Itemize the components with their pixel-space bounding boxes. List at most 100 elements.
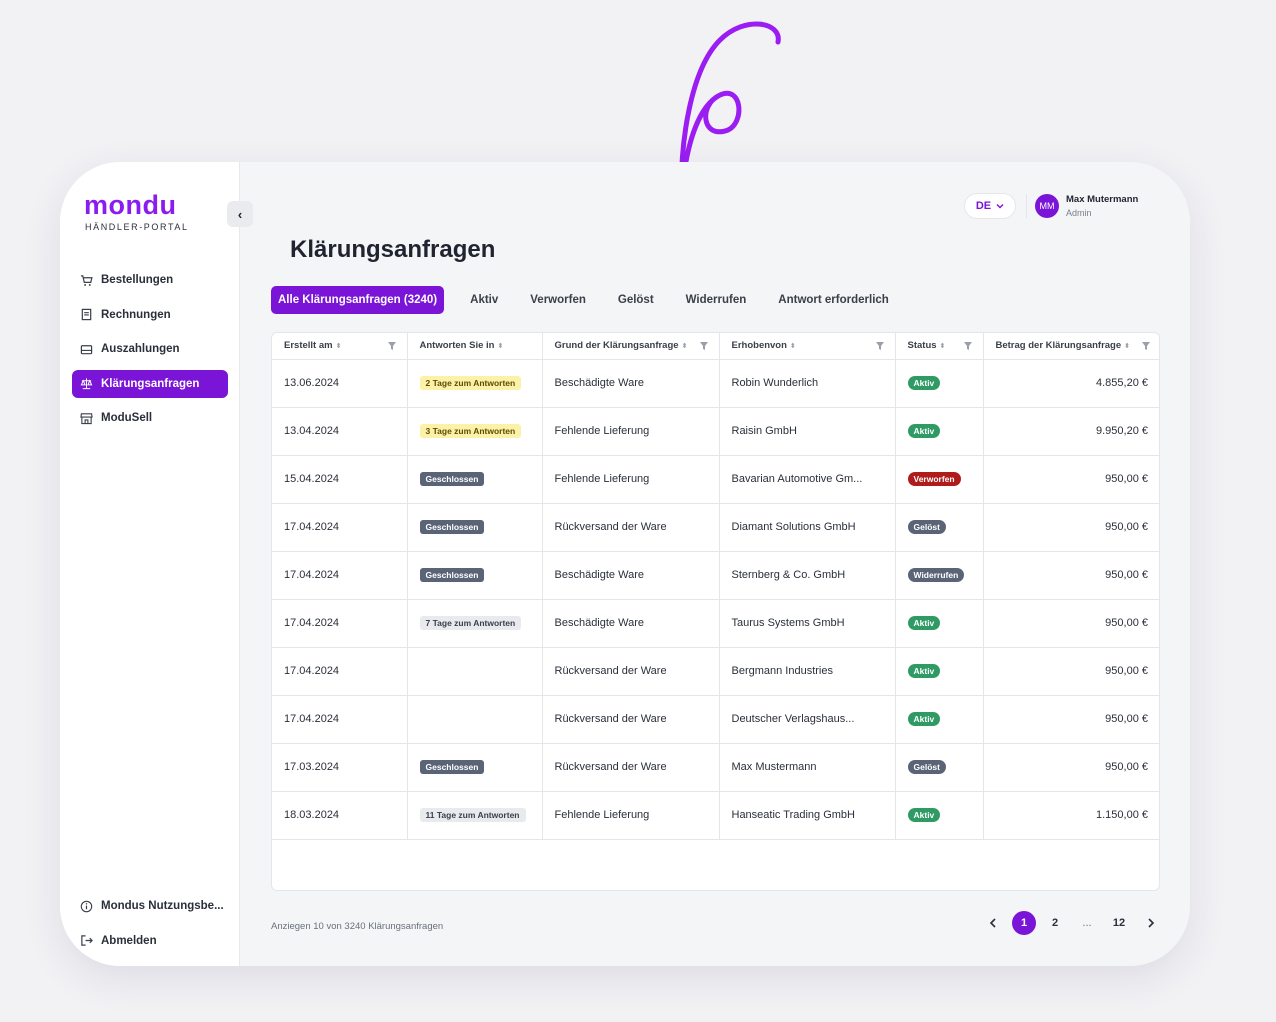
sidebar-item-bestellungen[interactable]: Bestellungen — [72, 266, 228, 294]
sort-icon[interactable]: ⬍ — [681, 343, 688, 351]
claim-reason: Rückversand der Ware — [554, 521, 667, 533]
table-row[interactable]: 15.04.2024 Geschlossen Fehlende Lieferung B… — [272, 455, 1159, 504]
tab-widerrufen[interactable]: Widerrufen — [685, 294, 747, 306]
cell-reason: Beschädigte Ware — [542, 599, 720, 648]
cell-date: 13.06.2024 — [272, 359, 408, 408]
tab-geloest[interactable]: Gelöst — [617, 294, 654, 306]
table-row[interactable]: 18.03.2024 11 Tage zum Antworten Fehlende … — [272, 791, 1159, 840]
cell-date: 15.04.2024 — [272, 455, 408, 504]
cell-by: Taurus Systems GmbH — [719, 599, 896, 648]
tab-verworfen[interactable]: Verworfen — [530, 294, 586, 306]
sort-icon[interactable]: ⬍ — [1124, 343, 1131, 351]
sort-icon[interactable]: ⬍ — [497, 343, 504, 351]
sidebar-item-modusell[interactable]: ModuSell — [72, 404, 228, 432]
sidebar-item-label: Abmelden — [101, 934, 157, 947]
cell-by: Sternberg & Co. GmbH — [719, 551, 896, 600]
language-label: DE — [975, 200, 992, 212]
raised-by: Bergmann Industries — [731, 665, 834, 677]
cell-by: Raisin GmbH — [719, 407, 896, 456]
column-header-grund[interactable]: Grund der Klärungsanfrage ⬍ — [542, 333, 720, 360]
chevron-left-icon: ‹ — [237, 206, 243, 222]
cell-status: Widerrufen — [895, 551, 984, 600]
cell-reason: Beschädigte Ware — [542, 359, 720, 408]
column-header-erhobenvon[interactable]: Erhobenvon ⬍ — [719, 333, 896, 360]
table-row[interactable]: 17.04.2024 Geschlossen Rückversand der War… — [272, 503, 1159, 552]
sidebar-collapse-button[interactable]: ‹ — [227, 201, 253, 227]
claim-reason: Fehlende Lieferung — [554, 809, 650, 821]
respond-badge: Geschlossen — [419, 568, 485, 582]
logo-subtitle: HÄNDLER-PORTAL — [85, 222, 189, 232]
claim-amount: 4.855,20 € — [1096, 377, 1148, 389]
cell-reason: Rückversand der Ware — [542, 647, 720, 696]
cell-reason: Fehlende Lieferung — [542, 455, 720, 504]
cell-reason: Fehlende Lieferung — [542, 407, 720, 456]
cell-status: Verworfen — [895, 455, 984, 504]
cell-amount: 950,00 € — [983, 647, 1159, 696]
filter-icon[interactable] — [875, 341, 885, 351]
sidebar-bottom: Mondus Nutzungsbe... Abmelden — [72, 892, 228, 961]
page-ellipsis: ... — [1082, 917, 1092, 929]
raised-by: Bavarian Automotive Gm... — [731, 473, 863, 485]
cell-date: 17.04.2024 — [272, 503, 408, 552]
next-page-button[interactable] — [1138, 910, 1164, 936]
page-title: Klärungsanfragen — [290, 236, 496, 263]
cell-date: 13.04.2024 — [272, 407, 408, 456]
logo-wordmark: mondu — [84, 190, 177, 220]
cell-amount: 1.150,00 € — [983, 791, 1159, 840]
sidebar-nav: Bestellungen Rechnungen Auszahlungen Klä… — [72, 266, 228, 439]
cell-respond: 7 Tage zum Antworten — [407, 599, 543, 648]
table-row[interactable]: 17.04.2024 Rückversand der Ware Deutscher … — [272, 695, 1159, 744]
sort-icon[interactable]: ⬍ — [335, 343, 342, 351]
pagination: 1 2 ... 12 — [980, 910, 1164, 936]
sidebar-item-auszahlungen[interactable]: Auszahlungen — [72, 335, 228, 363]
cell-by: Hanseatic Trading GmbH — [719, 791, 896, 840]
status-badge: Aktiv — [907, 808, 941, 822]
column-header-betrag[interactable]: Betrag der Klärungsanfrage ⬍ — [983, 333, 1159, 360]
table-row[interactable]: 13.04.2024 3 Tage zum Antworten Fehlende L… — [272, 407, 1159, 456]
sort-icon[interactable]: ⬍ — [789, 343, 796, 351]
filter-icon[interactable] — [387, 341, 397, 351]
tab-aktiv[interactable]: Aktiv — [470, 294, 499, 306]
chevron-right-icon — [1148, 918, 1155, 928]
app-window: mondu HÄNDLER-PORTAL Bestellungen Rechnu… — [60, 162, 1190, 966]
cell-date: 18.03.2024 — [272, 791, 408, 840]
table-row[interactable]: 17.03.2024 Geschlossen Rückversand der War… — [272, 743, 1159, 792]
column-header-erstellt-am[interactable]: Erstellt am ⬍ — [272, 333, 408, 360]
sort-icon[interactable]: ⬍ — [939, 343, 946, 351]
avatar[interactable]: MM — [1035, 194, 1059, 218]
page-button-2[interactable]: 2 — [1051, 917, 1059, 929]
status-badge: Aktiv — [907, 616, 941, 630]
table-row[interactable]: 13.06.2024 2 Tage zum Antworten Beschädigt… — [272, 359, 1159, 408]
page-button-12[interactable]: 12 — [1112, 917, 1126, 929]
sidebar-item-klaerungsanfragen[interactable]: Klärungsanfragen — [72, 369, 228, 398]
tab-alle[interactable]: Alle Klärungsanfragen (3240) — [271, 286, 445, 314]
user-role: Admin — [1066, 208, 1092, 218]
sidebar-item-label: Klärungsanfragen — [101, 377, 200, 390]
filter-icon[interactable] — [963, 341, 973, 351]
respond-badge: 11 Tage zum Antworten — [419, 808, 526, 822]
main-content: DE MM Max Mutermann Admin Klärungsanfrag… — [240, 162, 1190, 966]
raised-by: Raisin GmbH — [731, 425, 797, 437]
sidebar-item-label: Rechnungen — [101, 308, 171, 321]
sidebar-item-abmelden[interactable]: Abmelden — [72, 927, 228, 955]
table-row[interactable]: 17.04.2024 7 Tage zum Antworten Beschädigt… — [272, 599, 1159, 648]
table-row[interactable]: 17.04.2024 Geschlossen Beschädigte Ware Ste… — [272, 551, 1159, 600]
cart-icon — [79, 273, 93, 287]
table-row[interactable]: 17.04.2024 Rückversand der Ware Bergmann I… — [272, 647, 1159, 696]
page-button-1[interactable]: 1 — [1012, 911, 1036, 935]
language-selector[interactable]: DE — [964, 193, 1016, 219]
respond-badge: 7 Tage zum Antworten — [419, 616, 522, 630]
receipt-icon — [79, 308, 93, 322]
filter-icon[interactable] — [1141, 341, 1151, 351]
column-header-antworten-sie-in[interactable]: Antworten Sie in ⬍ — [407, 333, 543, 360]
sidebar-item-nutzungsbedingungen[interactable]: Mondus Nutzungsbe... — [72, 892, 228, 920]
prev-page-button[interactable] — [980, 910, 1006, 936]
filter-icon[interactable] — [699, 341, 709, 351]
sidebar-item-rechnungen[interactable]: Rechnungen — [72, 301, 228, 329]
column-header-status[interactable]: Status ⬍ — [895, 333, 984, 360]
claim-reason: Rückversand der Ware — [554, 761, 667, 773]
tab-antwort-erforderlich[interactable]: Antwort erforderlich — [778, 294, 889, 306]
cell-respond: Geschlossen — [407, 503, 543, 552]
user-name: Max Mutermann — [1066, 194, 1139, 205]
cell-date: 17.03.2024 — [272, 743, 408, 792]
